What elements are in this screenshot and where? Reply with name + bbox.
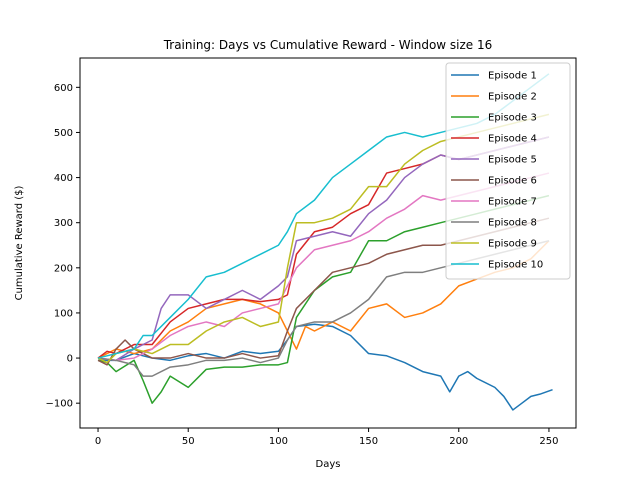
legend-label-episode-6: Episode 6 <box>488 176 537 187</box>
chart-title: Training: Days vs Cumulative Reward - Wi… <box>163 38 493 52</box>
y-tick-label: 100 <box>54 308 73 319</box>
x-tick-label: 50 <box>182 436 195 447</box>
y-tick-label: 200 <box>54 263 73 274</box>
legend-label-episode-7: Episode 7 <box>488 197 537 208</box>
legend-label-episode-10: Episode 10 <box>488 260 543 271</box>
y-axis: −100 0 100 200 300 400 500 600 <box>46 83 80 410</box>
x-axis: 0 50 100 150 200 250 <box>95 428 558 447</box>
x-tick-label: 150 <box>359 436 378 447</box>
series-line-episode-1 <box>98 323 553 411</box>
x-axis-label: Days <box>316 459 341 470</box>
y-tick-label: 500 <box>54 128 73 139</box>
y-tick-label: 300 <box>54 218 73 229</box>
legend-label-episode-8: Episode 8 <box>488 218 537 229</box>
y-tick-label: 600 <box>54 83 73 94</box>
series-line-episode-2 <box>97 240 550 359</box>
legend-label-episode-5: Episode 5 <box>488 155 537 166</box>
legend: Episode 1 Episode 2 Episode 3 Episode 4 Epis… <box>445 62 571 280</box>
x-tick-label: 100 <box>269 436 288 447</box>
y-tick-label: 400 <box>54 173 73 184</box>
legend-label-episode-3: Episode 3 <box>488 113 537 124</box>
legend-label-episode-1: Episode 1 <box>488 71 537 82</box>
y-tick-label: −100 <box>46 399 73 410</box>
legend-label-episode-2: Episode 2 <box>488 92 537 103</box>
legend-label-episode-9: Episode 9 <box>488 239 537 250</box>
plot-frame <box>79 57 577 429</box>
legend-label-episode-4: Episode 4 <box>488 134 537 145</box>
x-tick-label: 200 <box>449 436 468 447</box>
y-axis-label: Cumulative Reward ($) <box>14 185 25 300</box>
x-tick-label: 0 <box>95 436 101 447</box>
y-tick-label: 0 <box>67 354 73 365</box>
x-tick-label: 250 <box>539 436 558 447</box>
